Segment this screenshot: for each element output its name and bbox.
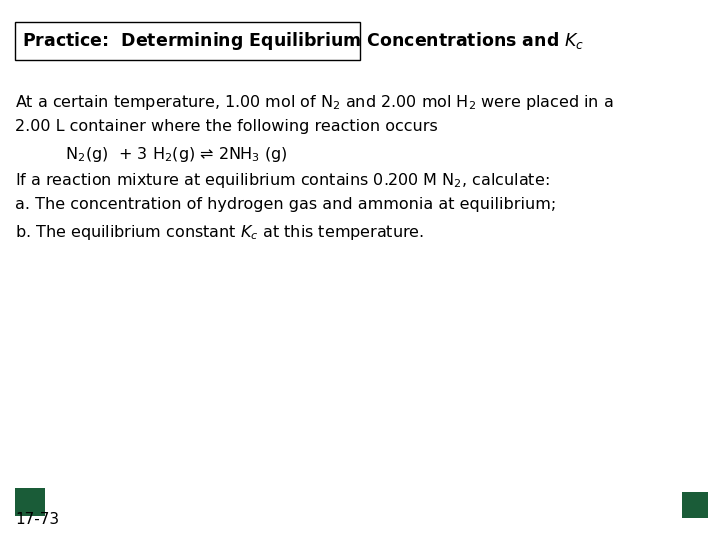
Text: a. The concentration of hydrogen gas and ammonia at equilibrium;: a. The concentration of hydrogen gas and…: [15, 197, 557, 212]
Text: 17-73: 17-73: [15, 512, 59, 528]
Text: N$_2$(g)  + 3 H$_2$(g) ⇌ 2NH$_3$ (g): N$_2$(g) + 3 H$_2$(g) ⇌ 2NH$_3$ (g): [15, 145, 288, 164]
Text: If a reaction mixture at equilibrium contains 0.200 M N$_2$, calculate:: If a reaction mixture at equilibrium con…: [15, 171, 549, 190]
Text: At a certain temperature, 1.00 mol of N$_2$ and 2.00 mol H$_2$ were placed in a: At a certain temperature, 1.00 mol of N$…: [15, 93, 613, 112]
FancyBboxPatch shape: [682, 492, 708, 518]
FancyBboxPatch shape: [15, 22, 360, 60]
Text: b. The equilibrium constant $K_c$ at this temperature.: b. The equilibrium constant $K_c$ at thi…: [15, 223, 424, 242]
Text: Practice:  Determining Equilibrium Concentrations and $K_c$: Practice: Determining Equilibrium Concen…: [22, 30, 585, 52]
Text: 2.00 L container where the following reaction occurs: 2.00 L container where the following rea…: [15, 119, 438, 134]
FancyBboxPatch shape: [15, 488, 45, 516]
